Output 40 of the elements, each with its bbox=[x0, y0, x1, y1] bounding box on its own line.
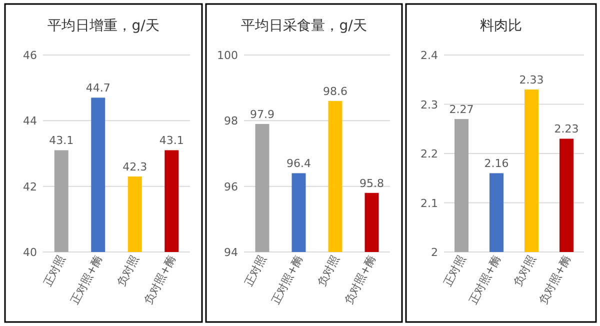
x-tick-label: 负对照 bbox=[114, 253, 142, 289]
y-tick-label: 96 bbox=[224, 180, 238, 194]
data-label: 98.6 bbox=[323, 84, 348, 98]
data-label: 2.23 bbox=[554, 122, 579, 136]
y-tick-label: 2 bbox=[431, 246, 438, 259]
x-tick-label: 正对照 bbox=[242, 253, 269, 289]
y-tick-label: 44 bbox=[23, 114, 37, 128]
y-tick-label: 98 bbox=[224, 114, 238, 128]
data-label: 43.1 bbox=[159, 134, 184, 148]
data-label: 43.1 bbox=[49, 134, 74, 148]
x-tick-label: 正对照+酶 bbox=[68, 253, 105, 306]
x-tick-label: 正对照 bbox=[41, 253, 68, 289]
x-tick-label: 正对照+酶 bbox=[268, 253, 306, 306]
y-tick-label: 40 bbox=[23, 246, 37, 259]
data-label: 2.27 bbox=[449, 103, 474, 116]
chart-title: 平均日采食量，g/天 bbox=[241, 18, 367, 34]
y-tick-label: 2.3 bbox=[420, 98, 438, 112]
data-label: 95.8 bbox=[360, 176, 384, 190]
data-label: 42.3 bbox=[122, 160, 148, 174]
data-label: 2.33 bbox=[519, 73, 544, 86]
x-tick-label: 正对照+酶 bbox=[466, 253, 504, 306]
x-tick-label: 负对照 bbox=[511, 253, 538, 289]
x-tick-label: 负对照+酶 bbox=[536, 253, 574, 306]
y-tick-label: 46 bbox=[23, 49, 37, 62]
x-tick-label: 负对照+酶 bbox=[142, 253, 178, 306]
y-tick-label: 2.2 bbox=[420, 148, 438, 160]
x-tick-label: 正对照 bbox=[441, 253, 468, 289]
data-label: 44.7 bbox=[86, 82, 110, 95]
data-label: 97.9 bbox=[250, 108, 274, 121]
chart-title: 料肉比 bbox=[480, 18, 522, 34]
data-label: 96.4 bbox=[286, 157, 311, 170]
x-tick-label: 负对照+酶 bbox=[342, 253, 378, 306]
y-tick-label: 100 bbox=[217, 49, 238, 62]
y-tick-label: 42 bbox=[23, 180, 37, 194]
x-tick-label: 负对照 bbox=[314, 253, 342, 289]
data-label: 2.16 bbox=[484, 157, 509, 170]
y-tick-label: 2.4 bbox=[420, 49, 438, 62]
chart-title: 平均日增重，g/天 bbox=[48, 18, 160, 34]
y-tick-label: 2.1 bbox=[420, 196, 438, 210]
y-tick-label: 94 bbox=[224, 246, 238, 259]
